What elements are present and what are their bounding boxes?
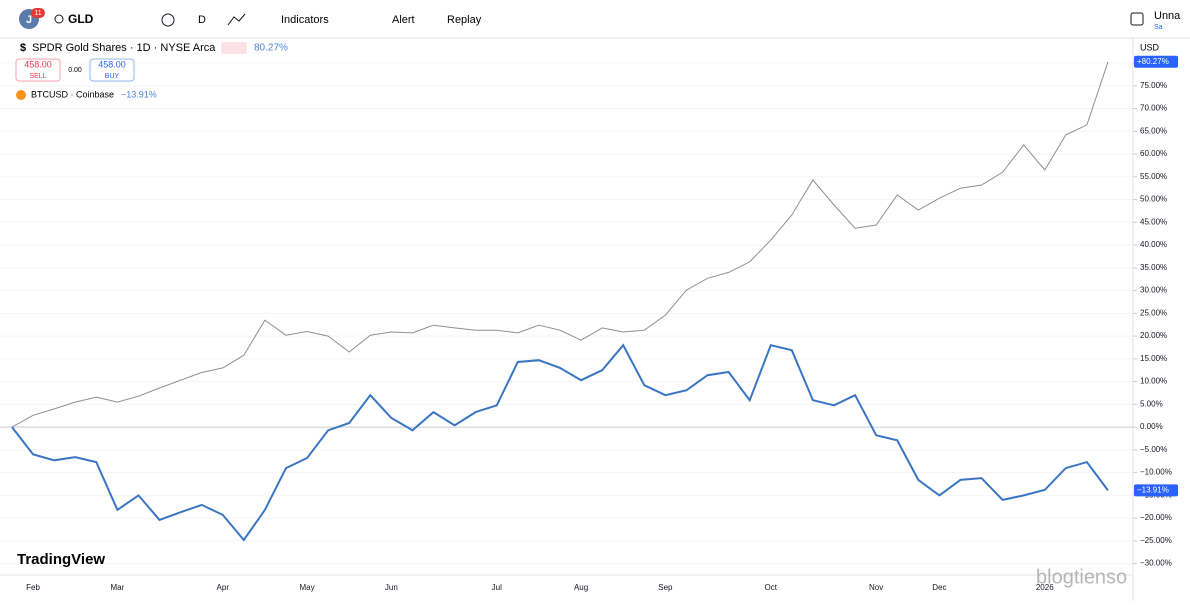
avatar-letter: J	[26, 14, 32, 26]
y-tick-label: 0.00%	[1140, 422, 1163, 431]
y-tick-label: 40.00%	[1140, 240, 1167, 249]
y-tick-label: 75.00%	[1140, 81, 1167, 90]
badge-count: 11	[34, 10, 41, 17]
y-tick-label: −20.00%	[1140, 513, 1172, 522]
symbol[interactable]: GLD	[68, 12, 94, 26]
buy-price: 458.00	[98, 59, 126, 69]
replay[interactable]: Replay	[447, 14, 482, 26]
y-tick-label: 15.00%	[1140, 354, 1167, 363]
indicators[interactable]: Indicators	[281, 14, 329, 26]
y-tick-label: 60.00%	[1140, 149, 1167, 158]
x-tick-label: Apr	[217, 583, 230, 592]
x-tick-label: Sep	[658, 583, 673, 592]
y-tick-label: 70.00%	[1140, 104, 1167, 113]
chart-type-icon[interactable]	[227, 13, 246, 26]
y-tick-label: 50.00%	[1140, 195, 1167, 204]
x-tick-label: Nov	[869, 583, 883, 592]
series-line	[11, 343, 1109, 542]
buy-label: BUY	[105, 73, 120, 80]
y-tick-label: −10.00%	[1140, 468, 1172, 477]
price-label-box	[1134, 484, 1178, 497]
buy-button[interactable]	[89, 58, 135, 82]
legend-compare-change: −13.91%	[121, 89, 157, 99]
y-tick-label: 25.00%	[1140, 308, 1167, 317]
y-tick-label: 20.00%	[1140, 331, 1167, 340]
y-tick-label: 45.00%	[1140, 217, 1167, 226]
x-tick-label: Jun	[385, 583, 398, 592]
badge	[31, 8, 45, 18]
x-tick-label: Dec	[932, 583, 946, 592]
layout-name[interactable]: Unna	[1154, 10, 1181, 22]
sell-button[interactable]	[15, 58, 61, 82]
x-tick-label: 2026	[1036, 583, 1054, 592]
price-label: +80.27%	[1137, 57, 1169, 66]
credit: blogtienso	[1036, 566, 1127, 588]
price-label: −13.91%	[1137, 486, 1169, 495]
x-tick-label: Aug	[574, 583, 588, 592]
btc-icon	[16, 90, 26, 100]
y-tick-label: 30.00%	[1140, 286, 1167, 295]
alert[interactable]: Alert	[392, 14, 415, 26]
y-tick-label: 55.00%	[1140, 172, 1167, 181]
sell-label: SELL	[29, 73, 46, 80]
search-icon[interactable]	[54, 14, 64, 24]
x-tick-label: Oct	[765, 583, 778, 592]
x-tick-label: Mar	[110, 583, 124, 592]
legend-symbol-icon: $	[20, 42, 26, 54]
currency[interactable]: USD	[1140, 42, 1160, 52]
x-tick-label: May	[300, 583, 315, 592]
y-tick-label: 35.00%	[1140, 263, 1167, 272]
legend-flag[interactable]	[221, 42, 247, 54]
y-tick-label: −5.00%	[1140, 445, 1167, 454]
watermark: TradingView	[17, 551, 105, 568]
x-tick-label: Feb	[26, 583, 40, 592]
y-tick-label: 65.00%	[1140, 126, 1167, 135]
y-tick-label: 10.00%	[1140, 377, 1167, 386]
y-tick-label: −30.00%	[1140, 559, 1172, 568]
legend-main-change: 80.27%	[254, 43, 288, 54]
layout-icon[interactable]	[1130, 12, 1144, 26]
legend-main-name: SPDR Gold Shares · 1D · NYSE Arca	[32, 42, 216, 54]
y-tick-label: 5.00%	[1140, 399, 1163, 408]
add-icon[interactable]	[161, 13, 175, 27]
toolbar	[0, 0, 1190, 38]
layout-sub: Sa	[1154, 24, 1163, 31]
x-tick-label: Jul	[492, 583, 502, 592]
y-tick-label: −25.00%	[1140, 536, 1172, 545]
price-label-box	[1134, 55, 1178, 68]
legend-compare-name: BTCUSD · Coinbase	[31, 89, 114, 99]
series-line	[11, 61, 1109, 428]
interval[interactable]: D	[198, 14, 206, 26]
spread: 0.00	[68, 67, 82, 74]
sell-price: 458.00	[24, 59, 52, 69]
